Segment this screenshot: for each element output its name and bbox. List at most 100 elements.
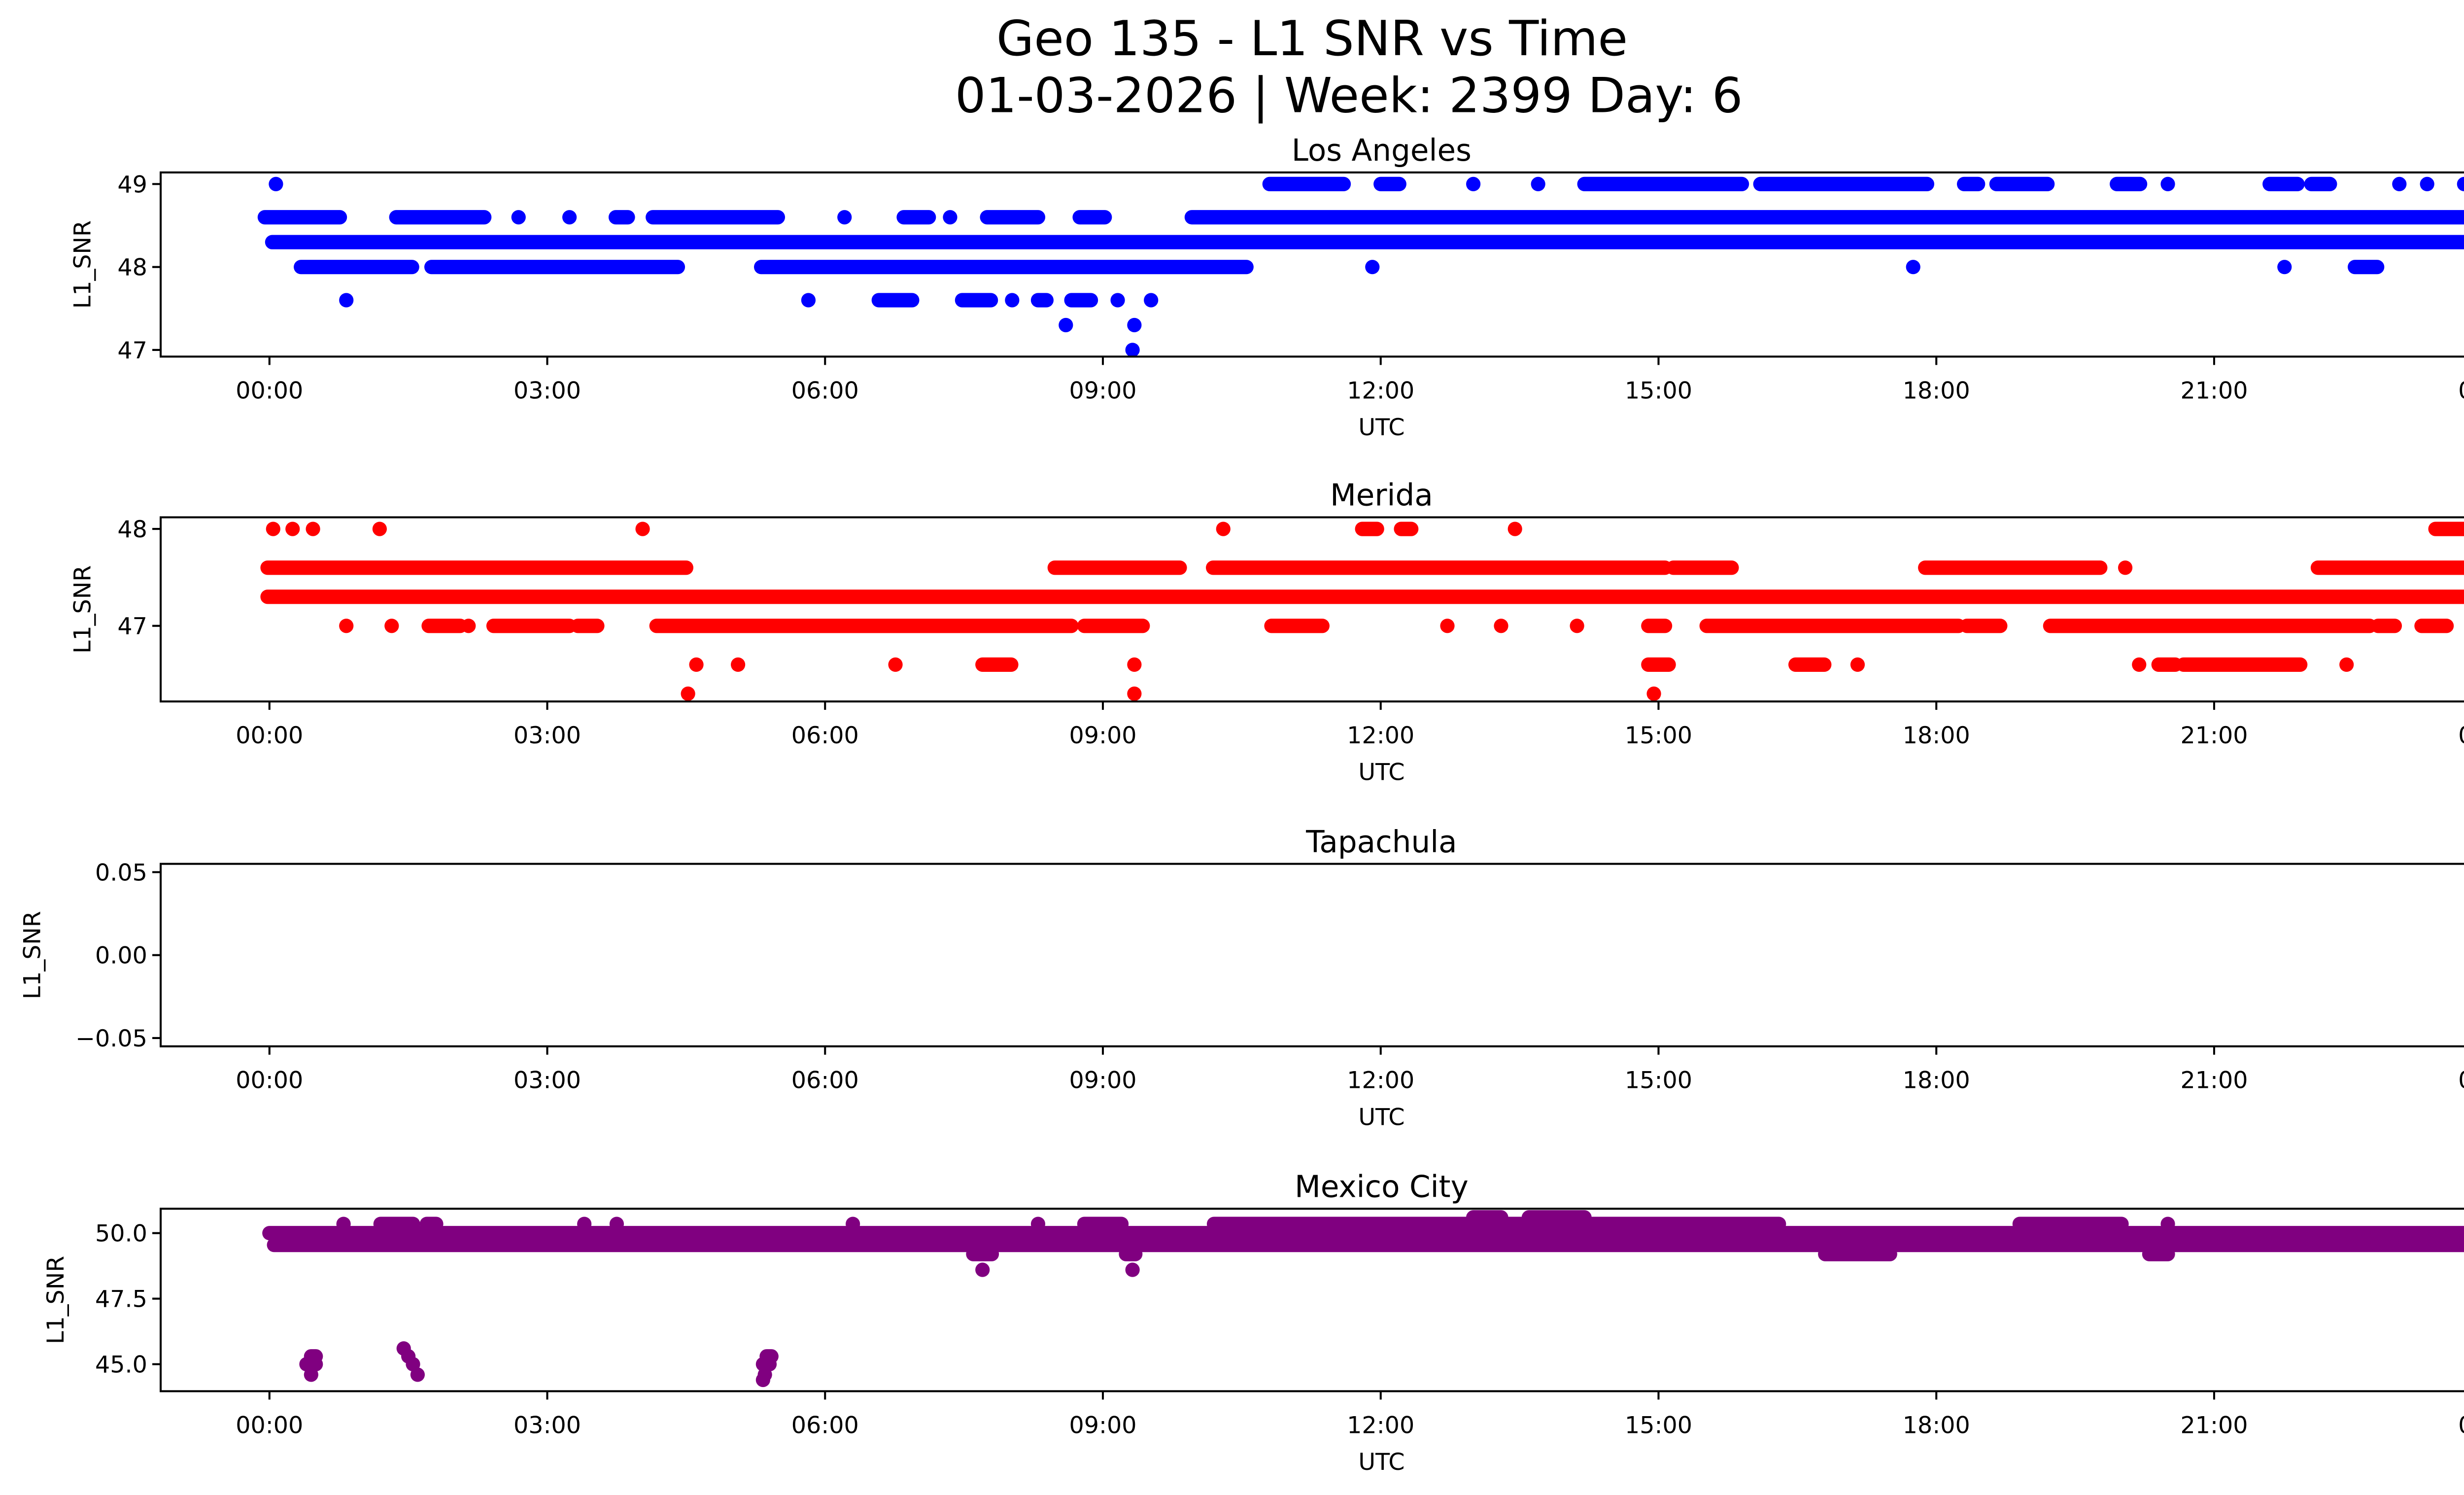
data-point: [1850, 657, 1865, 672]
data-point-run: [646, 210, 786, 225]
data-point-run: [755, 1357, 777, 1372]
x-tick-label: 00:00: [236, 1067, 303, 1094]
x-tick-label: 15:00: [1625, 1067, 1692, 1094]
data-point: [2277, 260, 2292, 275]
data-point: [1059, 317, 1073, 333]
data-point-run: [1641, 657, 1676, 672]
x-tick-label: 21:00: [2180, 1067, 2248, 1094]
chart-title: Geo 135 - L1 SNR vs Time: [996, 11, 1628, 67]
data-point: [2420, 176, 2434, 191]
data-point-run: [1262, 176, 1351, 191]
data-point-run: [1373, 176, 1406, 191]
data-point-run: [1989, 176, 2055, 191]
data-point-run: [486, 619, 577, 633]
x-tick-label: 18:00: [1903, 377, 1970, 404]
data-point: [689, 657, 704, 672]
x-tick-label: 00:00: [236, 722, 303, 749]
data-point: [801, 293, 816, 308]
chart-subtitle: 01-03-2026 | Week: 2399 Day: 6: [955, 68, 1743, 124]
x-tick-label: 00:00: [2458, 1067, 2464, 1094]
x-tick-label: 12:00: [1347, 377, 1414, 404]
x-tick-label: 09:00: [1069, 722, 1137, 749]
y-tick-label: 47: [117, 613, 147, 640]
x-tick-label: 00:00: [236, 1412, 303, 1439]
y-tick-label: 49: [117, 171, 147, 198]
data-point-run: [2414, 619, 2454, 633]
x-tick-label: 03:00: [513, 1067, 581, 1094]
data-point: [1144, 293, 1159, 308]
subplot-los-angeles: Los Angeles L1_SNR 47 48 49 00:00 03:00 06:00 09…: [69, 133, 2464, 441]
data-point-run: [570, 619, 605, 633]
data-point-run: [2304, 176, 2337, 191]
data-point-run: [1264, 619, 1330, 633]
plot-area: [159, 863, 2464, 1047]
data-point-run: [2110, 176, 2148, 191]
data-point: [2160, 176, 2175, 191]
data-point-run: [1206, 560, 1673, 575]
data-point: [285, 522, 300, 536]
data-point-run: [1956, 176, 1985, 191]
data-point-run: [1047, 560, 1187, 575]
x-tick-label: 06:00: [791, 722, 859, 749]
data-point: [266, 522, 280, 536]
data-point: [269, 176, 283, 191]
data-point-run: [2370, 619, 2402, 633]
x-tick-label: 00:00: [2458, 377, 2464, 404]
subplot-tapachula: Tapachula L1_SNR −0.05 0.00 0.05 00:00 03:00 06…: [19, 825, 2464, 1131]
y-axis-label: L1_SNR: [69, 220, 96, 309]
x-tick-label: 12:00: [1347, 1412, 1414, 1439]
x-tick-label: 00:00: [236, 377, 303, 404]
y-tick-label: 50.0: [95, 1220, 147, 1248]
x-tick-label: 00:00: [2458, 1412, 2464, 1439]
x-tick-label: 06:00: [791, 1067, 859, 1094]
data-point: [410, 1367, 425, 1382]
y-tick-label: 48: [117, 516, 147, 543]
x-axis-label: UTC: [1358, 414, 1404, 441]
data-point: [1440, 619, 1455, 633]
x-tick-label: 18:00: [1903, 1412, 1970, 1439]
y-axis-label: L1_SNR: [42, 1256, 69, 1344]
data-point-run: [267, 1238, 2464, 1252]
data-point: [304, 1367, 318, 1382]
x-tick-label: 00:00: [2458, 722, 2464, 749]
data-point-run: [975, 657, 1019, 672]
data-point-run: [260, 590, 2464, 604]
data-point-run: [1788, 657, 1832, 672]
x-tick-label: 03:00: [513, 722, 581, 749]
y-tick-label: 47.5: [95, 1286, 147, 1313]
data-point: [1570, 619, 1584, 633]
data-point-run: [753, 260, 1254, 275]
data-point-run: [955, 293, 998, 308]
data-point-run: [1184, 210, 2464, 225]
data-point-run: [1666, 560, 1739, 575]
data-point-run: [1818, 1247, 1897, 1261]
x-tick-label: 06:00: [791, 377, 859, 404]
data-point: [2457, 176, 2464, 191]
data-point-run: [294, 260, 419, 275]
y-tick-label: 47: [117, 337, 147, 364]
data-point: [1127, 686, 1142, 701]
data-point: [2132, 657, 2147, 672]
x-tick-label: 09:00: [1069, 377, 1137, 404]
data-point: [681, 686, 695, 701]
data-point: [372, 522, 387, 536]
data-point: [511, 210, 526, 225]
data-point-run: [966, 1247, 999, 1261]
data-point-run: [2310, 560, 2464, 575]
y-tick-label: −0.05: [75, 1025, 147, 1052]
data-point-run: [299, 1357, 323, 1372]
subplot-title: Mexico City: [1295, 1169, 1469, 1204]
data-point: [1216, 522, 1231, 536]
data-point-run: [389, 210, 492, 225]
data-point: [2392, 176, 2407, 191]
data-point: [2118, 560, 2133, 575]
data-point: [1127, 657, 1142, 672]
data-point-run: [2262, 176, 2305, 191]
data-point-run: [1064, 293, 1098, 308]
data-point-run: [257, 210, 347, 225]
x-axis-label: UTC: [1358, 1104, 1404, 1131]
x-tick-label: 09:00: [1069, 1067, 1137, 1094]
y-tick-label: 0.05: [95, 859, 147, 886]
data-point-run: [265, 235, 2464, 249]
x-tick-label: 12:00: [1347, 1067, 1414, 1094]
